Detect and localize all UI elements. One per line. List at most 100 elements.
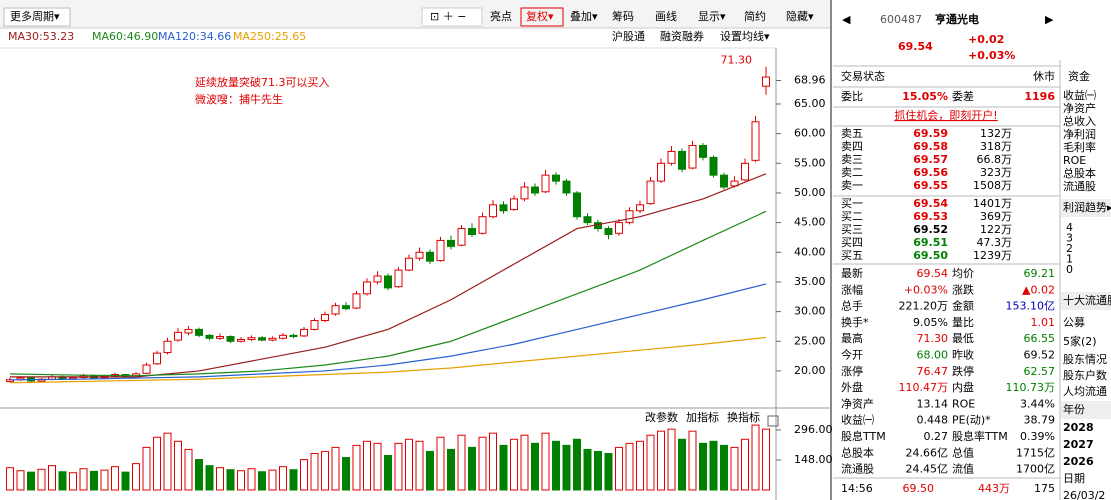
indicator-tool[interactable]: 改参数: [645, 410, 678, 424]
volume-bar: [79, 468, 88, 491]
volume-bar: [604, 452, 613, 491]
volume-bar: [562, 444, 571, 491]
tick-price: 69.50: [903, 482, 935, 495]
side-header-text: 年份: [1063, 402, 1085, 416]
volume-bar: [142, 446, 151, 491]
book-volume: 323万: [980, 166, 1012, 179]
book-label: 买五: [841, 249, 863, 262]
ma-line: [9, 336, 767, 384]
candle-body: [646, 180, 655, 205]
ma-line: [9, 283, 767, 381]
candle-body: [310, 320, 319, 330]
candle-body: [415, 251, 424, 259]
market-status: 休市: [1033, 69, 1055, 83]
candle-body: [541, 174, 550, 193]
volume-bar: [415, 440, 424, 491]
volume-bar: [27, 471, 35, 491]
toolbar-button[interactable]: 画线: [655, 9, 677, 23]
stat-label: 股息率TTM: [952, 429, 1008, 443]
side-date: 26/03/2: [1063, 489, 1105, 500]
toolbar-button[interactable]: 隐藏▾: [786, 10, 814, 23]
stat-value: 153.10亿: [1006, 300, 1056, 313]
button-frame[interactable]: [520, 7, 564, 27]
book-price: 69.53: [913, 210, 948, 223]
candle-body: [583, 216, 592, 224]
volume-bar: [153, 436, 161, 491]
close-box[interactable]: [767, 415, 779, 427]
prev-arrow[interactable]: ◀: [842, 13, 851, 26]
high-label: 71.30: [721, 54, 753, 67]
icon[interactable]: ⊡ ＋ −: [430, 10, 466, 23]
book-price: 69.58: [913, 140, 948, 153]
volume-bar: [331, 446, 340, 491]
volume-bar: [300, 459, 308, 491]
side-tick: 1: [1066, 253, 1073, 266]
side-tab[interactable]: 资金: [1068, 69, 1090, 83]
book-volume: 1239万: [973, 249, 1012, 262]
link[interactable]: 设置均线▾: [720, 29, 770, 43]
volume-bar: [762, 428, 770, 491]
link[interactable]: 沪股通: [612, 29, 645, 43]
side-item: 毛利率: [1063, 140, 1096, 154]
stat-value: 15.05%: [902, 90, 948, 103]
toolbar-button[interactable]: 显示▾: [698, 10, 726, 23]
candle-body: [604, 228, 613, 235]
volume-bar: [447, 448, 455, 491]
change-pct: +0.03%: [968, 49, 1015, 62]
toolbar-button[interactable]: 简约: [744, 9, 766, 23]
toolbar-button[interactable]: 复权▾: [526, 9, 554, 23]
next-arrow[interactable]: ▶: [1045, 13, 1054, 26]
candle-body: [142, 364, 151, 374]
book-label: 卖三: [841, 153, 863, 166]
y-tick-label: 60.00: [794, 127, 826, 140]
candle-body: [657, 162, 665, 182]
stat-label: 流值: [952, 462, 974, 476]
side-item: 人均流通: [1063, 384, 1107, 398]
candle-body: [468, 228, 476, 235]
side-tick: 0: [1066, 263, 1073, 276]
book-price: 69.59: [913, 127, 948, 140]
promo-link[interactable]: 抓住机会，即刻开户!: [894, 108, 997, 122]
volume-bar: [100, 469, 109, 491]
book-volume: 1401万: [973, 197, 1012, 210]
y-tick-label: 65.00: [794, 97, 826, 110]
candle-body: [699, 145, 707, 158]
volume-bar: [6, 467, 14, 491]
side-item: 总股本: [1063, 166, 1096, 180]
toolbar-button[interactable]: 筹码: [612, 9, 634, 23]
book-volume: 1508万: [973, 179, 1012, 192]
ma-line: [9, 210, 767, 377]
period-label[interactable]: 更多周期▾: [10, 9, 60, 23]
y-tick-label: 296.00: [794, 423, 833, 436]
toolbar-button[interactable]: 叠加▾: [570, 10, 598, 23]
stat-value: 69.54: [917, 267, 949, 280]
volume-bar: [268, 469, 277, 491]
candle-body: [678, 150, 686, 170]
stat-value: 68.00: [917, 349, 949, 362]
side-item: 总收入: [1063, 114, 1096, 128]
side-header: [1061, 292, 1111, 310]
stat-label: 委差: [952, 89, 974, 103]
book-price: 69.54: [913, 197, 948, 210]
book-label: 买一: [841, 197, 863, 210]
indicator-tool[interactable]: 加指标: [686, 410, 719, 424]
volume-bar: [247, 468, 256, 491]
link[interactable]: 融资融券: [660, 29, 704, 43]
volume-bar: [625, 442, 634, 491]
toolbar-button[interactable]: 亮点: [490, 9, 512, 23]
volume-bar: [709, 440, 718, 491]
change: +0.02: [968, 33, 1004, 46]
side-header-text[interactable]: 利润趋势▸: [1063, 200, 1111, 214]
indicator-tool[interactable]: 换指标: [727, 410, 760, 424]
zoom-icons[interactable]: [421, 7, 483, 27]
book-price: 69.52: [913, 223, 948, 236]
side-item: 股东情况: [1063, 353, 1107, 366]
y-tick-label: 45.00: [794, 216, 826, 229]
period-button[interactable]: [3, 7, 71, 27]
stat-label: 涨幅: [841, 283, 863, 296]
candle-body: [226, 336, 235, 342]
stat-label: 总股本: [841, 445, 874, 459]
book-label: 买三: [841, 223, 863, 236]
volume-bar: [667, 428, 676, 491]
